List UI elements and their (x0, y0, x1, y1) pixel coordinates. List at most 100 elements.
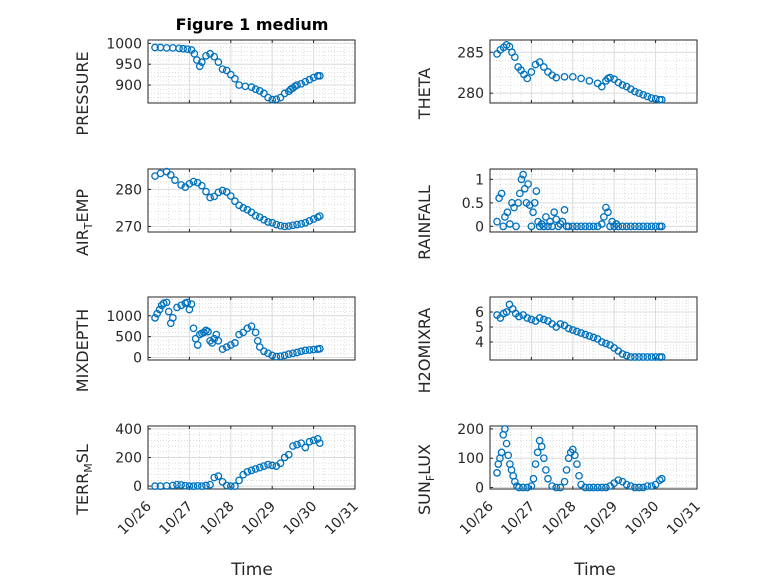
data-point (510, 477, 519, 486)
y-tick-label: 400 (115, 422, 142, 438)
data-point (204, 327, 212, 336)
data-point (284, 222, 293, 230)
data-point (533, 448, 542, 457)
data-point (200, 328, 208, 337)
data-point (602, 483, 610, 492)
data-point (247, 322, 256, 331)
subplot-mixdepth: 0 500 1000 MIXDEPTH (73, 296, 356, 392)
data-point (214, 58, 223, 66)
data-point (251, 328, 260, 337)
data-point (577, 222, 585, 231)
data-point (523, 314, 532, 322)
data-point (222, 188, 231, 196)
data-point (231, 482, 239, 490)
data-point (530, 199, 539, 207)
data-point (537, 442, 546, 451)
data-point (505, 300, 514, 309)
data-point (218, 186, 227, 195)
data-point (301, 77, 310, 86)
data-point (183, 45, 192, 54)
data-point (589, 333, 598, 342)
data-point (190, 49, 199, 58)
data-point (315, 212, 324, 220)
data-point (284, 350, 293, 359)
data-point (276, 459, 285, 468)
y-tick-label: 270 (115, 219, 142, 235)
data-point (197, 181, 206, 190)
y-tick-label: 5 (475, 320, 484, 336)
data-point (510, 53, 519, 62)
data-point (260, 347, 268, 356)
data-point (647, 94, 656, 102)
data-point (289, 442, 297, 450)
y-tick-label: 280 (457, 86, 484, 102)
data-point (643, 482, 652, 490)
x-tick-label: 10/31 (664, 499, 704, 539)
data-point (214, 472, 223, 480)
data-point (515, 312, 523, 321)
data-point (293, 81, 301, 89)
axes-box (489, 168, 698, 233)
data-point (550, 208, 559, 217)
y-tick-label: 100 (457, 451, 484, 467)
data-point (315, 439, 324, 448)
data-point (558, 217, 567, 226)
data-point (284, 450, 293, 459)
data-point (515, 483, 523, 492)
x-tick-label: 10/31 (322, 499, 362, 539)
data-point (647, 482, 656, 490)
x-tick-label: 10/26 (457, 498, 497, 538)
data-point (503, 208, 512, 217)
data-point (272, 352, 281, 361)
data-point (529, 208, 537, 217)
data-point (214, 336, 223, 345)
x-tick-label: 10/26 (115, 498, 155, 538)
data-point (564, 222, 573, 231)
data-point (168, 314, 177, 322)
data-point (177, 481, 185, 489)
data-point (164, 307, 173, 316)
data-point (512, 222, 520, 231)
data-point (523, 74, 532, 83)
data-point (297, 439, 306, 448)
data-point (214, 188, 223, 197)
data-point (175, 44, 183, 53)
data-point (639, 90, 648, 99)
y-tick-label: 1 (475, 172, 484, 188)
data-point (251, 465, 260, 473)
data-point (610, 222, 619, 231)
data-point (493, 469, 501, 477)
subplot-rainfall: 0 0.5 1 RAINFALL (415, 168, 698, 260)
data-point (171, 176, 179, 184)
data-point (527, 222, 536, 231)
data-point (635, 483, 643, 492)
data-point (585, 222, 594, 231)
subplot-pressure: 900 950 1000 PRESSURE (73, 36, 356, 136)
data-point (573, 327, 581, 336)
data-point (297, 347, 306, 356)
data-point (577, 329, 585, 337)
data-point (239, 204, 248, 212)
data-point (552, 483, 561, 492)
data-point (535, 314, 544, 322)
data-point (502, 308, 511, 316)
data-point (531, 460, 540, 468)
data-point (177, 301, 185, 310)
data-point (202, 52, 210, 60)
data-point (210, 473, 219, 482)
data-point (597, 338, 606, 346)
data-point (539, 222, 548, 231)
y-tick-label: 0 (475, 481, 484, 497)
axes-box (147, 39, 356, 104)
data-point (168, 44, 177, 52)
data-point (247, 466, 256, 475)
x-tick-label: 10/27 (498, 499, 538, 539)
y-tick-label: 1000 (106, 36, 142, 52)
data-point (260, 462, 268, 470)
data-point (499, 222, 508, 231)
data-point (189, 482, 198, 490)
data-point (593, 483, 602, 492)
data-point (597, 220, 606, 228)
data-point (231, 197, 239, 206)
data-point (309, 215, 318, 223)
